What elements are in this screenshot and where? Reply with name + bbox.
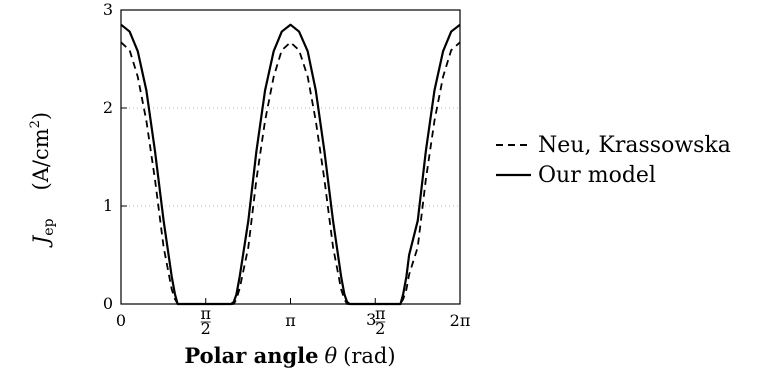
- legend-label-neu: Neu, Krassowska: [538, 133, 731, 158]
- x-tick-label-3: 3π2: [366, 304, 385, 338]
- y-label-unit-sup: 2: [28, 120, 43, 128]
- y-tick-label-3: 3: [103, 0, 113, 19]
- svg-text:Jep(A/cm2): Jep (A/cm2): [28, 112, 57, 248]
- y-label-subscript: ep: [41, 218, 57, 235]
- y-tick-label-2: 2: [103, 98, 113, 117]
- y-axis-label: Jep (A/cm2): [28, 112, 57, 248]
- series-line-neu-krassowska: [120, 41, 461, 305]
- series-line-our-model: [120, 23, 461, 306]
- svg-text:2: 2: [375, 319, 385, 338]
- x-label-bold: Polar angle: [184, 343, 318, 368]
- svg-text:3: 3: [366, 310, 376, 329]
- legend-label-our: Our model: [538, 163, 656, 188]
- x-label-symbol: θ: [325, 344, 338, 368]
- legend: Neu, Krassowska Our model: [496, 133, 731, 188]
- y-label-symbol: J: [29, 234, 53, 248]
- x-tick-label-0: 0: [116, 311, 126, 330]
- y-label-unit-post: ): [29, 112, 53, 120]
- series-group: [120, 23, 461, 306]
- y-axis-ticks: 0 1 2 3: [103, 0, 127, 313]
- y-tick-label-1: 1: [103, 196, 113, 215]
- x-tick-label-4: 2π: [450, 311, 471, 330]
- y-tick-label-0: 0: [103, 294, 113, 313]
- x-tick-label-2: π: [285, 311, 296, 330]
- svg-text:2: 2: [201, 319, 211, 338]
- x-label-unit: (rad): [343, 344, 395, 368]
- grid-lines: [121, 107, 460, 207]
- x-tick-label-1: π2: [200, 304, 211, 338]
- x-axis-ticks: 0 π2 π 3π2 2π: [116, 298, 470, 338]
- svg-text:π: π: [375, 304, 386, 323]
- svg-text:π: π: [200, 304, 211, 323]
- y-label-unit-pre: (A/cm: [29, 128, 53, 190]
- x-axis-label: Polar angle θ (rad): [184, 343, 395, 368]
